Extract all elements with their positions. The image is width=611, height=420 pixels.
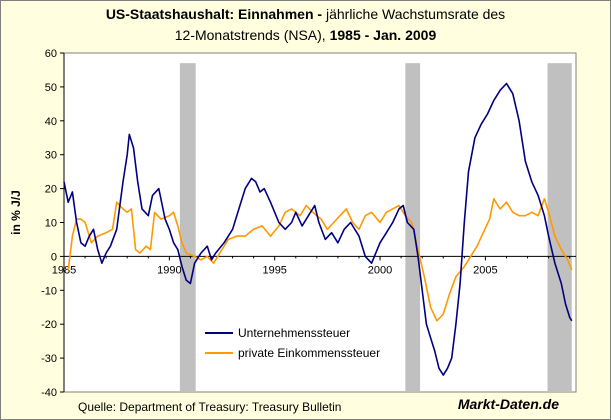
y-tick-label: 10 [45, 218, 57, 230]
y-tick-label: -40 [41, 387, 57, 399]
y-tick-label: 0 [51, 251, 57, 263]
y-tick-label: -30 [41, 353, 57, 365]
y-tick-label: 30 [45, 150, 57, 162]
recession-bar-3 [547, 63, 572, 393]
source-note: Quelle: Department of Treasury: Treasury… [78, 400, 342, 414]
x-tick-label: 2000 [368, 264, 392, 276]
y-tick-label: 50 [45, 82, 57, 94]
y-tick-label: -20 [41, 319, 57, 331]
recession-bar-1 [179, 63, 196, 393]
y-axis-label: in % J/J [9, 190, 23, 235]
chart-subtitle-normal: 12-Monatstrends (NSA), [174, 27, 330, 43]
chart-subtitle-bold: 1985 - Jan. 2009 [329, 27, 437, 43]
plot-area [63, 52, 577, 393]
chart-title-normal: jährliche Wachstumsrate des [322, 6, 506, 22]
chart-title-line2: 12-Monatstrends (NSA), 1985 - Jan. 2009 [0, 27, 611, 43]
x-tick-label: 1995 [262, 264, 286, 276]
y-tick-label: -10 [41, 285, 57, 297]
legend-label-2: private Einkommenssteuer [238, 346, 380, 360]
chart-title-line1: US-Staatshaushalt: Einnahmen - jährliche… [0, 6, 611, 22]
y-tick-label: 40 [45, 116, 57, 128]
brand-logo: Markt-Daten.de [457, 396, 559, 412]
series-line-unternehmenssteuer [63, 82, 573, 376]
y-tick-label: 60 [45, 48, 57, 60]
x-tick-label: 1985 [52, 264, 76, 276]
x-tick-label: 2005 [473, 264, 497, 276]
x-tick-label: 1990 [157, 264, 181, 276]
y-tick-label: 20 [45, 184, 57, 196]
legend-label-1: Unternehmenssteuer [238, 326, 350, 340]
chart-title-bold: US-Staatshaushalt: Einnahmen - [105, 6, 323, 22]
